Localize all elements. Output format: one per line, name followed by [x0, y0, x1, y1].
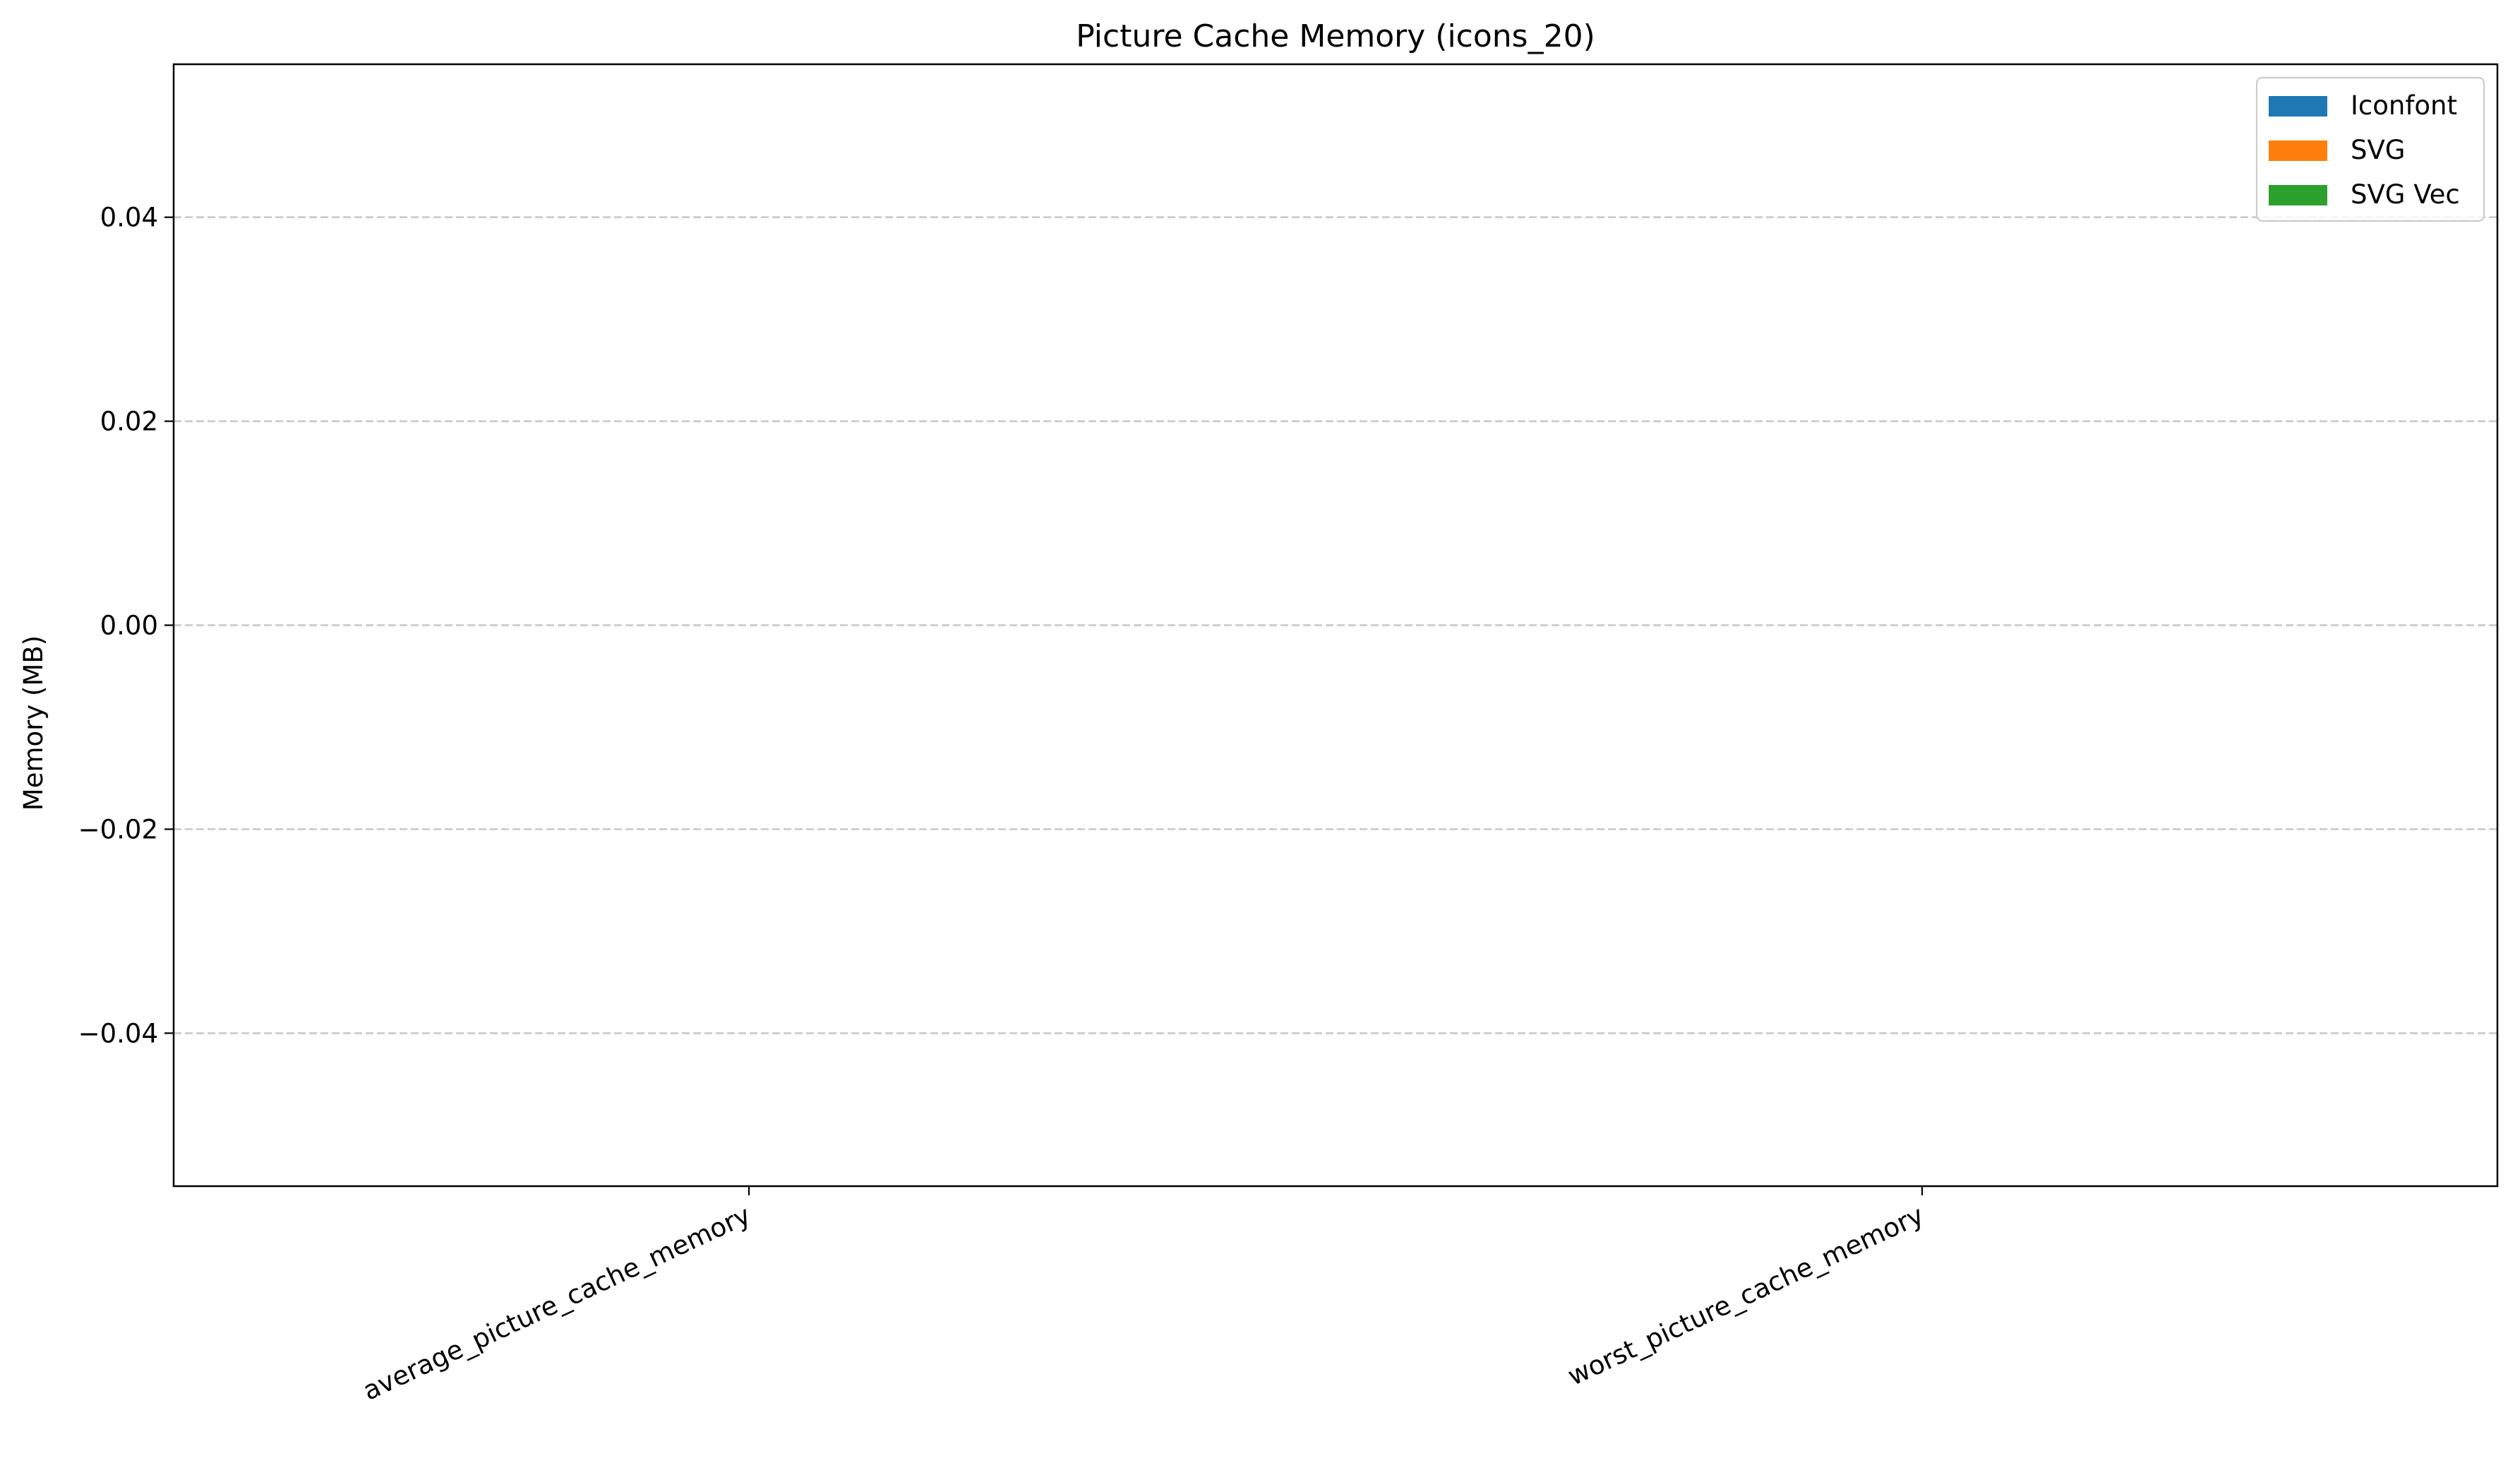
- grid-lines: [174, 216, 2497, 1034]
- y-tick-label: 0.02: [100, 407, 158, 437]
- y-tick-label: −0.04: [78, 1018, 158, 1048]
- legend-swatch: [2269, 96, 2327, 116]
- y-axis-ticks: −0.04 −0.02 0.00 0.02 0.04: [78, 203, 174, 1048]
- legend-label: Iconfont: [2351, 90, 2457, 121]
- legend-label: SVG Vec: [2351, 179, 2460, 210]
- legend-label: SVG: [2351, 135, 2405, 165]
- y-tick-label: 0.04: [100, 203, 158, 233]
- legend-swatch: [2269, 185, 2327, 205]
- y-axis-label: Memory (MB): [18, 635, 49, 811]
- chart-title: Picture Cache Memory (icons_20): [1076, 18, 1595, 54]
- legend-swatch: [2269, 141, 2327, 161]
- y-tick-label: −0.02: [78, 814, 158, 844]
- legend: Iconfont SVG SVG Vec: [2255, 76, 2485, 222]
- y-tick-label: 0.00: [100, 611, 158, 641]
- plot-area-frame: [172, 63, 2499, 1188]
